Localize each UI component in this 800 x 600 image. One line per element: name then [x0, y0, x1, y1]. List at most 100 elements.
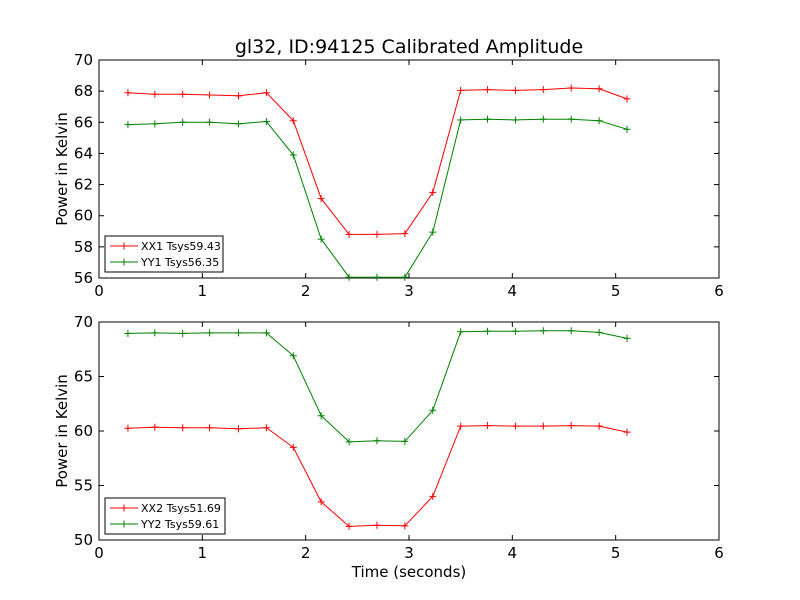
x-tick-label: 4 — [508, 282, 518, 300]
x-axis-label: Time (seconds) — [351, 563, 467, 581]
data-point-marker — [235, 120, 242, 128]
data-point-marker — [567, 84, 575, 92]
data-point-marker — [595, 422, 603, 430]
data-point-marker — [124, 89, 132, 97]
data-point-marker — [623, 334, 631, 342]
data-point-marker — [179, 90, 187, 98]
data-point-marker — [262, 329, 270, 337]
data-point-marker — [235, 329, 242, 337]
y-tick-label: 50 — [74, 531, 93, 549]
y-tick-label: 56 — [74, 269, 93, 287]
data-point-marker — [317, 235, 325, 243]
data-point-marker — [484, 86, 492, 94]
data-point-marker — [206, 118, 214, 126]
data-point-marker — [317, 498, 325, 506]
x-tick-label: 5 — [611, 544, 621, 562]
data-point-marker — [206, 329, 214, 337]
data-point-marker — [401, 437, 409, 445]
data-point-marker — [262, 118, 270, 126]
data-point-marker — [179, 329, 187, 337]
y-axis-label: Power in Kelvin — [53, 112, 71, 226]
x-tick-label: 4 — [508, 544, 518, 562]
data-point-marker — [289, 151, 297, 159]
data-point-marker — [623, 125, 631, 133]
legend-label: YY2 Tsys59.61 — [140, 518, 219, 531]
data-point-marker — [345, 230, 353, 238]
data-point-marker — [345, 273, 353, 281]
data-point-marker — [595, 117, 603, 125]
legend-label: XX1 Tsys59.43 — [141, 240, 221, 253]
legend-swatch-marker — [120, 504, 128, 512]
legend-label: XX2 Tsys51.69 — [141, 502, 221, 515]
data-point-marker — [457, 116, 465, 124]
y-tick-label: 70 — [74, 51, 93, 69]
data-point-marker — [401, 522, 409, 530]
data-point-marker — [289, 443, 297, 451]
data-point-marker — [206, 424, 214, 432]
legend-frame — [104, 497, 226, 535]
y-tick-label: 58 — [74, 238, 93, 256]
legend-swatch-marker — [120, 258, 128, 266]
data-point-marker — [289, 352, 297, 360]
data-point-marker — [511, 422, 519, 430]
data-point-marker — [373, 437, 381, 445]
data-point-marker — [151, 90, 159, 98]
x-tick-label: 6 — [714, 544, 724, 562]
x-tick-label: 6 — [714, 282, 724, 300]
y-axis-label: Power in Kelvin — [53, 374, 71, 488]
legend-swatch-marker — [120, 242, 128, 250]
data-point-marker — [262, 424, 270, 432]
data-point-marker — [289, 117, 297, 125]
data-point-marker — [179, 424, 187, 432]
legend-frame — [104, 235, 224, 273]
data-point-marker — [401, 273, 409, 281]
data-point-marker — [345, 438, 353, 446]
data-point-marker — [595, 328, 603, 336]
data-point-marker — [235, 425, 242, 433]
data-point-marker — [567, 327, 575, 335]
x-tick-label: 1 — [198, 544, 208, 562]
data-point-marker — [623, 428, 631, 436]
data-point-marker — [317, 195, 325, 203]
x-tick-label: 2 — [301, 282, 311, 300]
legend: XX2 Tsys51.69 YY2 Tsys59.61 — [104, 497, 226, 535]
x-tick-label: 1 — [198, 282, 208, 300]
y-tick-label: 70 — [74, 313, 93, 331]
y-tick-label: 65 — [74, 368, 93, 386]
data-point-marker — [567, 422, 575, 430]
data-point-marker — [567, 115, 575, 123]
data-point-marker — [429, 406, 437, 414]
y-tick-label: 60 — [74, 207, 93, 225]
data-point-marker — [124, 424, 132, 432]
data-point-marker — [539, 115, 547, 123]
data-point-marker — [539, 422, 547, 430]
data-point-marker — [457, 86, 465, 94]
data-point-marker — [317, 412, 325, 420]
data-point-marker — [373, 521, 381, 529]
data-point-marker — [429, 228, 437, 236]
data-point-marker — [595, 85, 603, 93]
data-point-marker — [484, 115, 492, 123]
data-point-marker — [206, 91, 214, 99]
x-tick-label: 3 — [404, 544, 414, 562]
data-point-marker — [401, 230, 409, 238]
data-point-marker — [179, 118, 187, 126]
data-point-marker — [511, 86, 519, 94]
x-tick-label: 3 — [404, 282, 414, 300]
legend-swatch-marker — [120, 520, 128, 528]
data-point-marker — [124, 329, 132, 337]
y-tick-label: 66 — [74, 113, 93, 131]
data-point-marker — [484, 327, 492, 335]
y-tick-label: 64 — [74, 144, 93, 162]
y-tick-label: 68 — [74, 82, 93, 100]
data-point-marker — [345, 522, 353, 530]
legend: XX1 Tsys59.43 YY1 Tsys56.35 — [104, 235, 224, 273]
data-point-marker — [373, 230, 381, 238]
y-tick-label: 62 — [74, 176, 93, 194]
x-tick-label: 2 — [301, 544, 311, 562]
data-point-marker — [457, 422, 465, 430]
data-point-marker — [235, 92, 242, 100]
data-point-marker — [539, 327, 547, 335]
data-point-marker — [151, 120, 159, 128]
